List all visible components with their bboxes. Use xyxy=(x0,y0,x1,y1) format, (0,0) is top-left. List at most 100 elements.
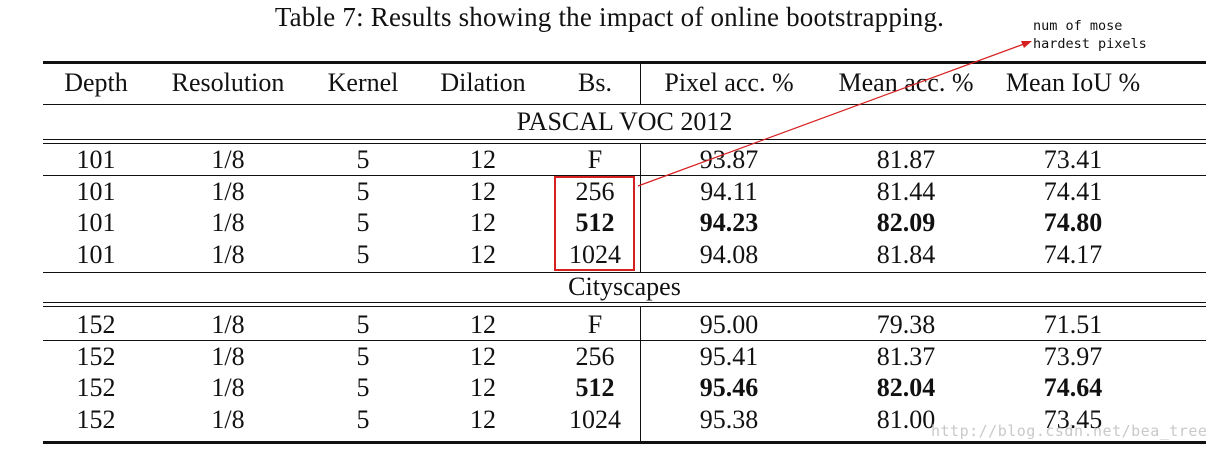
table-row: 152 1/8 5 12 512 95.46 82.04 74.64 xyxy=(43,372,1206,404)
table-cell: 256 xyxy=(575,342,615,371)
section-title-pascal: PASCAL VOC 2012 xyxy=(516,107,733,136)
column-header: Dilation xyxy=(440,68,526,97)
header-rule xyxy=(43,104,1206,106)
table-cell: 5 xyxy=(356,342,370,371)
arrow-line xyxy=(637,43,1025,187)
table-cell: 81.44 xyxy=(876,177,936,206)
table-cell: 94.08 xyxy=(699,240,759,269)
column-separator xyxy=(640,306,642,441)
table-caption: Table 7: Results showing the impact of o… xyxy=(274,2,945,32)
column-separator xyxy=(640,143,642,272)
table-cell: 1/8 xyxy=(211,145,245,174)
column-header: Mean acc. % xyxy=(838,68,974,97)
table-cell: 1/8 xyxy=(211,373,245,402)
table-cell: 81.37 xyxy=(876,342,936,371)
table-cell: 1/8 xyxy=(211,405,245,434)
section1-title-rule-b xyxy=(43,143,1206,145)
table-cell: 5 xyxy=(356,145,370,174)
section1-title-rule-a xyxy=(43,139,1206,141)
arrow-head xyxy=(1021,41,1032,48)
column-header: Kernel xyxy=(327,68,399,97)
table-cell: 81.84 xyxy=(876,240,936,269)
column-header: Mean IoU % xyxy=(1005,68,1141,97)
table-cell: 95.46 xyxy=(699,373,759,402)
table-cell: 512 xyxy=(575,208,615,237)
column-header: Depth xyxy=(64,68,128,97)
table-cell: 101 xyxy=(76,145,116,174)
section2-title-rule-a xyxy=(43,302,1206,304)
section1-sub-rule xyxy=(43,175,1206,177)
table-cell: 79.38 xyxy=(876,310,936,339)
table-row: 101 1/8 5 12 256 94.11 81.44 74.41 xyxy=(43,176,1206,208)
table-cell: 101 xyxy=(76,240,116,269)
section2-title-rule-b xyxy=(43,306,1206,308)
table-cell: 12 xyxy=(470,145,496,174)
table-cell: 152 xyxy=(76,373,116,402)
table-cell: 74.17 xyxy=(1043,240,1103,269)
table-cell: 74.80 xyxy=(1043,208,1103,237)
table-cell: 82.09 xyxy=(876,208,936,237)
table-row: 152 1/8 5 12 F 95.00 79.38 71.51 xyxy=(43,309,1206,341)
section-title-cityscapes: Cityscapes xyxy=(568,272,681,301)
table-cell: 12 xyxy=(470,240,496,269)
table-cell: 81.00 xyxy=(876,405,936,434)
table-cell: 95.00 xyxy=(699,310,759,339)
table-cell: 73.41 xyxy=(1043,145,1103,174)
table-row: 152 1/8 5 12 256 95.41 81.37 73.97 xyxy=(43,341,1206,373)
table-cell: 101 xyxy=(76,208,116,237)
table-row: 101 1/8 5 12 512 94.23 82.09 74.80 xyxy=(43,207,1206,239)
table-cell: 5 xyxy=(356,208,370,237)
table-cell: 256 xyxy=(575,177,615,206)
section2-sub-rule xyxy=(43,340,1206,342)
table-cell: 95.38 xyxy=(699,405,759,434)
table-cell: 5 xyxy=(356,405,370,434)
table-row: 101 1/8 5 12 1024 94.08 81.84 74.17 xyxy=(43,239,1206,271)
table-cell: 12 xyxy=(470,373,496,402)
table-cell: 12 xyxy=(470,310,496,339)
top-rule xyxy=(43,61,1206,64)
watermark-url: http://blog.csdn.net/bea_tree xyxy=(931,422,1208,440)
table-cell: 152 xyxy=(76,310,116,339)
table-cell: 94.23 xyxy=(699,208,759,237)
table-cell: 71.51 xyxy=(1043,310,1103,339)
table-cell: 1024 xyxy=(569,405,621,434)
annotation-line-2: hardest pixels xyxy=(1033,36,1147,52)
table-row: 152 1/8 5 12 1024 95.38 81.00 73.45 xyxy=(43,404,1206,436)
bs-highlight-box xyxy=(554,176,635,271)
table-cell: 81.87 xyxy=(876,145,936,174)
column-header: Resolution xyxy=(171,68,285,97)
table-cell: 512 xyxy=(575,373,615,402)
table-cell: 73.97 xyxy=(1043,342,1103,371)
table-cell: F xyxy=(587,145,603,174)
table-cell: 5 xyxy=(356,310,370,339)
table-cell: 74.41 xyxy=(1043,177,1103,206)
table-cell: 1/8 xyxy=(211,208,245,237)
table-cell: 1/8 xyxy=(211,342,245,371)
table-cell: 5 xyxy=(356,240,370,269)
table-header-row: Depth Resolution Kernel Dilation Bs. Pixel ac… xyxy=(43,67,1206,99)
table-cell: 101 xyxy=(76,177,116,206)
table-cell: 152 xyxy=(76,342,116,371)
table-cell: 1/8 xyxy=(211,177,245,206)
table-cell: 12 xyxy=(470,208,496,237)
table-row: 101 1/8 5 12 F 93.87 81.87 73.41 xyxy=(43,144,1206,176)
column-header: Pixel acc. % xyxy=(664,68,794,97)
annotation-note: num of mose hardest pixels xyxy=(1033,17,1147,53)
bottom-rule xyxy=(43,441,1206,444)
table-cell: 95.41 xyxy=(699,342,759,371)
table-cell: 12 xyxy=(470,177,496,206)
table-cell: 1/8 xyxy=(211,310,245,339)
table-cell: 94.11 xyxy=(700,177,758,206)
section2-top-rule xyxy=(43,272,1206,274)
table-cell: 12 xyxy=(470,405,496,434)
table-cell: 1/8 xyxy=(211,240,245,269)
table-cell: 5 xyxy=(356,177,370,206)
annotation-line-1: num of mose xyxy=(1033,18,1123,34)
table-cell: 12 xyxy=(470,342,496,371)
table-cell: 1024 xyxy=(569,240,621,269)
column-header: Bs. xyxy=(578,68,612,97)
table-cell: F xyxy=(587,310,603,339)
table-cell: 5 xyxy=(356,373,370,402)
column-separator xyxy=(640,63,642,104)
